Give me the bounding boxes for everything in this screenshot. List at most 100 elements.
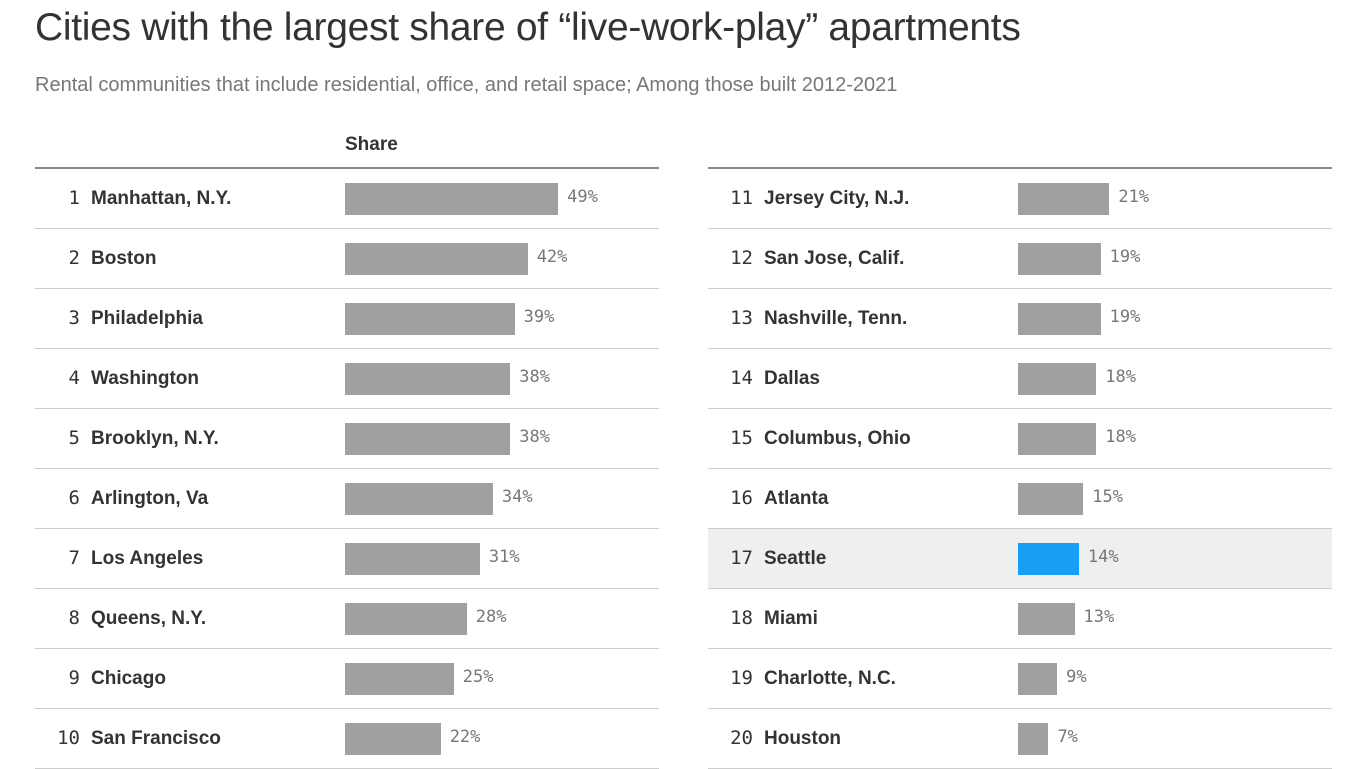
value-label: 14% [1087,547,1119,567]
table-row: 9 Chicago 25% [35,649,659,709]
value-label: 9% [1066,667,1087,687]
city-label: Arlington, Va [91,488,209,509]
share-column-header: Share [345,134,398,155]
value-label: 42% [536,247,568,267]
value-label: 21% [1118,187,1150,207]
value-label: 15% [1092,487,1123,507]
table-left: Share 1 Manhattan, N.Y. 49% 2 Boston 42% 3 Phil… [35,120,659,769]
rank-label: 3 [68,307,80,329]
city-label: Nashville, Tenn. [764,308,908,329]
rank-label: 5 [68,427,80,449]
rank-label: 2 [68,247,80,269]
rank-label: 14 [730,367,753,389]
rank-label: 15 [730,427,753,449]
city-label: Seattle [764,548,827,569]
chart-subtitle: Rental communities that include resident… [35,74,898,96]
rank-label: 16 [730,487,753,509]
rank-label: 6 [68,487,80,509]
table-row: 19 Charlotte, N.C. 9% [708,649,1332,709]
value-label: 13% [1083,607,1115,627]
value-label: 49% [567,187,598,207]
city-label: San Francisco [91,728,221,749]
table-row: 2 Boston 42% [35,229,659,289]
table-row: 4 Washington 38% [35,349,659,409]
table-row: 13 Nashville, Tenn. 19% [708,289,1332,349]
rank-label: 20 [730,727,753,749]
share-bar [1018,423,1097,455]
share-bar [345,303,515,335]
rank-label: 1 [68,187,80,209]
city-label: Dallas [764,368,820,389]
table-row: 11 Jersey City, N.J. 21% [708,169,1332,229]
city-label: Queens, N.Y. [91,608,207,629]
table-row: 15 Columbus, Ohio 18% [708,409,1332,469]
share-bar [1018,543,1079,575]
city-label: Miami [764,608,818,629]
chart-title: Cities with the largest share of “live-w… [35,6,1021,49]
share-bar [1018,663,1058,695]
value-label: 28% [475,607,507,627]
table-row: 7 Los Angeles 31% [35,529,659,589]
value-label: 18% [1105,367,1137,387]
value-label: 19% [1109,247,1141,267]
table-header: Share [35,120,659,169]
rank-label: 7 [68,547,80,569]
city-label: Atlanta [764,488,829,509]
value-label: 19% [1109,307,1141,327]
share-bar [1018,363,1097,395]
rank-label: 13 [730,307,753,329]
share-bar [1018,723,1049,755]
rank-label: 12 [730,247,753,269]
table-row: 16 Atlanta 15% [708,469,1332,529]
city-label: Brooklyn, N.Y. [91,428,219,449]
share-bar [345,183,559,215]
table-row: 3 Philadelphia 39% [35,289,659,349]
share-bar [345,423,511,455]
share-bar [345,603,467,635]
value-label: 34% [501,487,533,507]
share-bar [1018,243,1101,275]
table-row: 6 Arlington, Va 34% [35,469,659,529]
rank-label: 10 [57,727,80,749]
table-header [708,120,1332,169]
table-row: 10 San Francisco 22% [35,709,659,769]
share-bar [1018,483,1084,515]
value-label: 38% [519,427,551,447]
table-row: 20 Houston 7% [708,709,1332,769]
share-bar [1018,183,1110,215]
value-label: 18% [1105,427,1137,447]
share-bar [345,663,454,695]
share-bar [345,543,480,575]
city-label: Los Angeles [91,548,204,569]
table-row: 18 Miami 13% [708,589,1332,649]
value-label: 22% [449,727,481,747]
share-bar [1018,303,1101,335]
share-bar [345,243,528,275]
value-label: 25% [462,667,494,687]
city-label: San Jose, Calif. [764,248,905,269]
share-bar [345,483,493,515]
city-label: Houston [764,728,842,749]
city-label: Charlotte, N.C. [764,668,896,689]
share-bar [345,363,511,395]
table-row: 1 Manhattan, N.Y. 49% [35,169,659,229]
rank-label: 18 [730,607,753,629]
rank-label: 19 [730,667,753,689]
rank-label: 8 [68,607,80,629]
table-row: 5 Brooklyn, N.Y. 38% [35,409,659,469]
table-right: 11 Jersey City, N.J. 21% 12 San Jose, Calif.… [708,120,1332,769]
city-label: Philadelphia [91,308,203,329]
rank-label: 17 [730,547,753,569]
rank-label: 11 [730,187,753,209]
city-label: Boston [91,248,157,269]
table-row: 8 Queens, N.Y. 28% [35,589,659,649]
city-label: Chicago [91,668,166,689]
value-label: 31% [488,547,520,567]
city-label: Manhattan, N.Y. [91,188,232,209]
share-bar [1018,603,1075,635]
table-row: 17 Seattle 14% [708,529,1332,589]
share-bar [345,723,441,755]
city-label: Columbus, Ohio [764,428,911,449]
city-label: Washington [91,368,199,389]
rank-label: 4 [68,367,80,389]
